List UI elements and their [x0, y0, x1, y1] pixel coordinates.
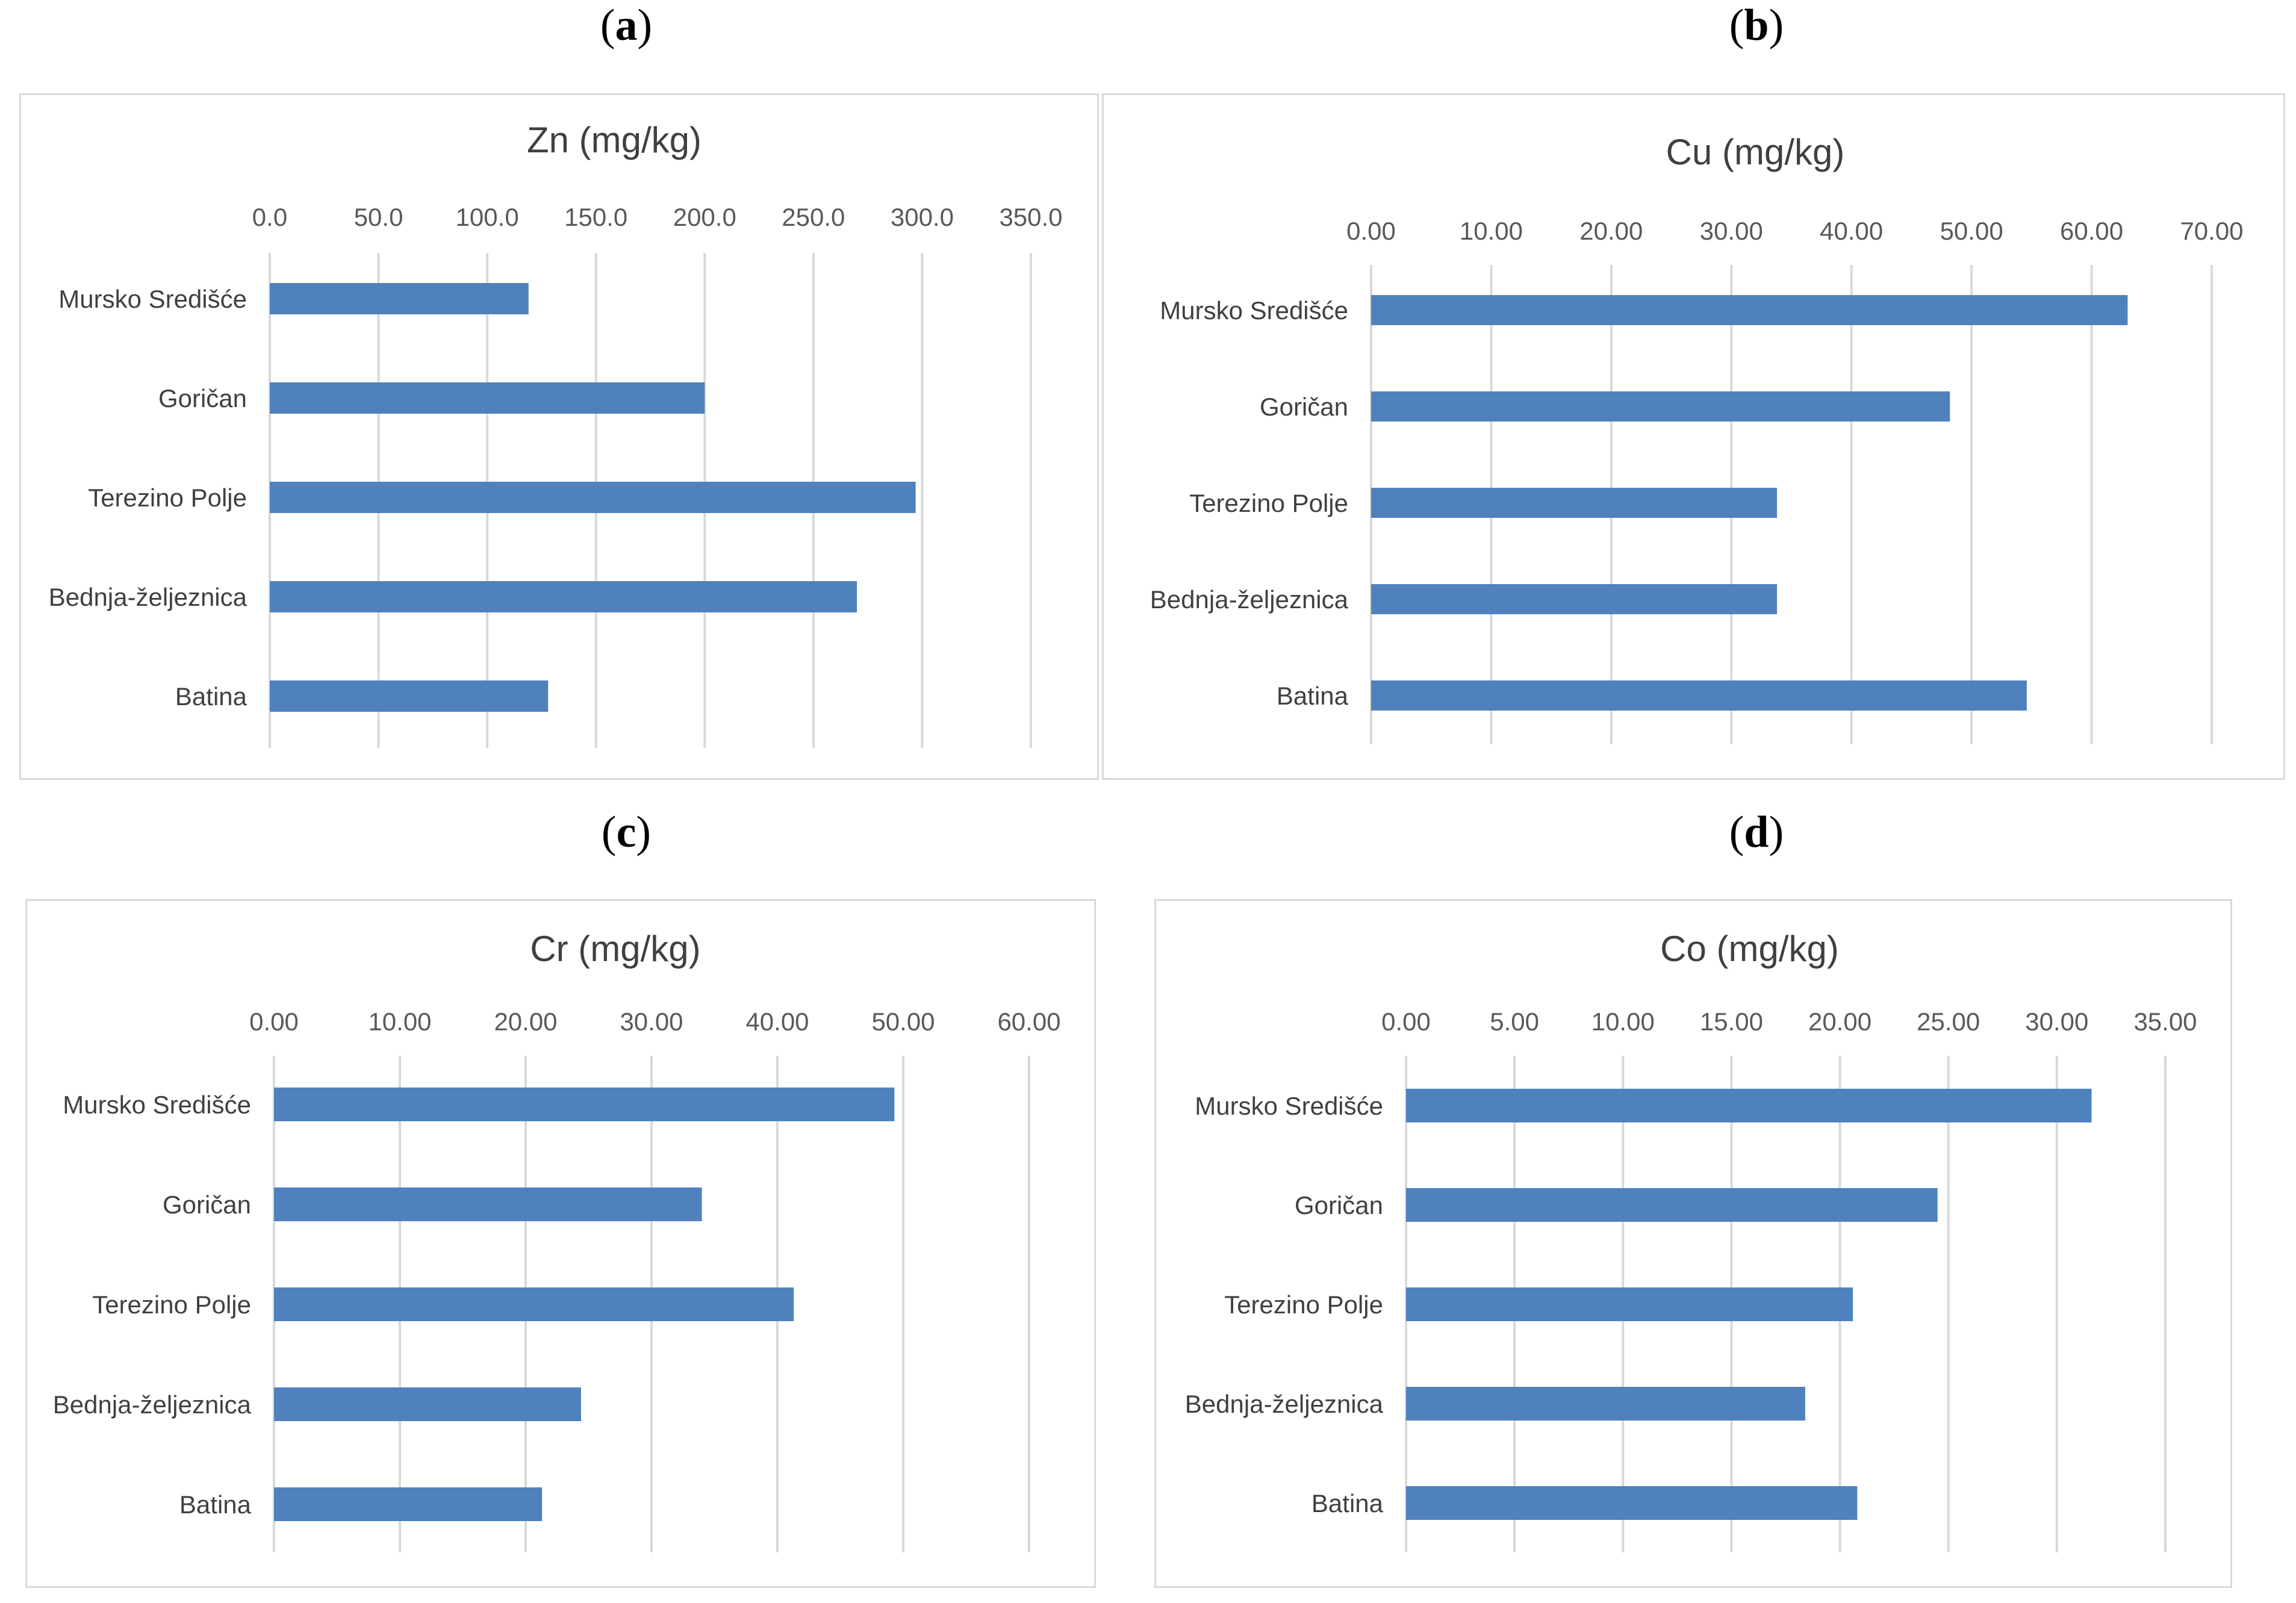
cr-category-label: Batina — [179, 1490, 252, 1519]
cr-tick-label: 40.00 — [745, 1007, 809, 1036]
cr-tick-label: 50.00 — [871, 1007, 935, 1036]
cr-bar-gorican — [274, 1187, 702, 1221]
co-bar-batina — [1406, 1486, 1858, 1520]
co-tick-label: 25.00 — [1917, 1007, 1980, 1036]
cr-bar-batina — [274, 1487, 543, 1521]
zn-tick-label: 300.0 — [891, 203, 954, 231]
zn-bar-mursko-sredisce — [270, 283, 529, 314]
zn-bar-gorican — [270, 382, 705, 414]
cr-bar-mursko-sredisce — [274, 1088, 895, 1121]
cr-category-label: Bednja-željeznica — [53, 1390, 252, 1419]
zn-bar-terezino-polje — [270, 482, 916, 513]
co-tick-label: 35.00 — [2133, 1007, 2197, 1036]
cu-tick-label: 60.00 — [2060, 217, 2123, 245]
cr-bar-terezino-polje — [274, 1287, 794, 1321]
zn-chart-title: Zn (mg/kg) — [527, 120, 702, 160]
cu-chart-title: Cu (mg/kg) — [1666, 132, 1845, 172]
co-bar-mursko-sredisce — [1406, 1089, 2092, 1122]
cu-tick-label: 10.00 — [1460, 217, 1523, 245]
cr-tick-label: 10.00 — [368, 1007, 431, 1036]
cr-bar-chart: Cr (mg/kg) 0.00 10.00 20.00 30.00 40.00 50.00 6… — [53, 929, 1061, 1552]
panel-label-d: (d) — [1729, 808, 1784, 857]
chart-frame-cr: Cr (mg/kg) 0.00 10.00 20.00 30.00 40.00 50.00 6… — [25, 899, 1096, 1588]
cu-category-label: Batina — [1277, 682, 1349, 710]
cr-category-label: Terezino Polje — [92, 1290, 251, 1319]
co-bar-chart: Co (mg/kg) 0.00 5.00 10.00 15.00 20.00 25.00 30… — [1185, 929, 2197, 1552]
co-tick-label: 0.00 — [1381, 1007, 1431, 1036]
panel-label-a: (a) — [600, 1, 653, 50]
cu-category-label: Mursko Središće — [1160, 296, 1348, 325]
zn-tick-label: 350.0 — [999, 203, 1062, 231]
co-category-label: Terezino Polje — [1224, 1290, 1383, 1319]
cu-bar-batina — [1371, 680, 2027, 711]
chart-frame-cu: Cu (mg/kg) 0.00 10.00 20.00 30.00 40.00 50.00 6… — [1102, 93, 2285, 780]
co-tick-label: 30.00 — [2025, 1007, 2088, 1036]
cu-bar-terezino-polje — [1371, 488, 1778, 518]
cu-bar-bednja-zeljeznica — [1371, 584, 1778, 614]
zn-bar-bednja-zeljeznica — [270, 581, 857, 612]
cr-tick-label: 20.00 — [494, 1007, 557, 1036]
cr-category-label: Mursko Središće — [63, 1091, 251, 1119]
cu-tick-label: 50.00 — [1940, 217, 2003, 245]
cu-category-label: Terezino Polje — [1189, 489, 1348, 517]
cu-category-label: Goričan — [1260, 393, 1348, 421]
zn-category-label: Terezino Polje — [88, 484, 247, 512]
co-category-label: Bednja-željeznica — [1185, 1390, 1384, 1418]
co-category-label: Mursko Središće — [1195, 1092, 1383, 1120]
zn-tick-label: 150.0 — [564, 203, 627, 231]
co-chart-title: Co (mg/kg) — [1660, 929, 1839, 969]
cu-bar-mursko-sredisce — [1371, 295, 2128, 325]
cu-tick-label: 20.00 — [1579, 217, 1643, 245]
cr-tick-label: 60.00 — [997, 1007, 1060, 1036]
cr-category-label: Goričan — [163, 1191, 251, 1219]
chart-frame-co: Co (mg/kg) 0.00 5.00 10.00 15.00 20.00 25.00 30… — [1154, 899, 2232, 1588]
zn-category-label: Goričan — [158, 384, 247, 412]
cu-bar-chart: Cu (mg/kg) 0.00 10.00 20.00 30.00 40.00 50.00 6… — [1150, 132, 2244, 744]
cr-chart-title: Cr (mg/kg) — [530, 929, 700, 969]
panel-label-b: (b) — [1729, 1, 1784, 50]
co-bar-bednja-zeljeznica — [1406, 1387, 1805, 1421]
co-tick-label: 5.00 — [1490, 1007, 1539, 1036]
chart-frame-zn: Zn (mg/kg) 0.0 50.0 100.0 150.0 200.0 250.0 300… — [19, 93, 1099, 780]
co-tick-label: 10.00 — [1591, 1007, 1655, 1036]
zn-tick-label: 200.0 — [673, 203, 736, 231]
cu-bar-gorican — [1371, 391, 1950, 422]
zn-category-label: Mursko Središće — [58, 285, 247, 313]
cu-category-label: Bednja-željeznica — [1150, 585, 1349, 614]
panel-label-c: (c) — [601, 808, 652, 857]
cu-tick-label: 30.00 — [1700, 217, 1763, 245]
cr-tick-label: 30.00 — [620, 1007, 683, 1036]
zn-category-label: Bednja-željeznica — [49, 583, 247, 611]
co-category-label: Batina — [1311, 1489, 1384, 1517]
co-tick-label: 20.00 — [1808, 1007, 1871, 1036]
co-bar-gorican — [1406, 1188, 1938, 1222]
zn-tick-label: 100.0 — [456, 203, 519, 231]
zn-bar-chart: Zn (mg/kg) 0.0 50.0 100.0 150.0 200.0 250.0 300… — [49, 120, 1063, 748]
co-bar-terezino-polje — [1406, 1287, 1853, 1321]
zn-bar-batina — [270, 680, 549, 712]
cu-tick-label: 70.00 — [2180, 217, 2243, 245]
zn-tick-label: 0.0 — [252, 203, 287, 231]
cr-tick-label: 0.00 — [249, 1007, 299, 1036]
cr-bar-bednja-zeljeznica — [274, 1387, 581, 1421]
cu-tick-label: 40.00 — [1820, 217, 1883, 245]
zn-tick-label: 50.0 — [354, 203, 403, 231]
cu-tick-label: 0.00 — [1346, 217, 1396, 245]
zn-category-label: Batina — [175, 682, 247, 711]
co-tick-label: 15.00 — [1700, 1007, 1763, 1036]
zn-tick-label: 250.0 — [782, 203, 845, 231]
co-category-label: Goričan — [1295, 1191, 1383, 1219]
